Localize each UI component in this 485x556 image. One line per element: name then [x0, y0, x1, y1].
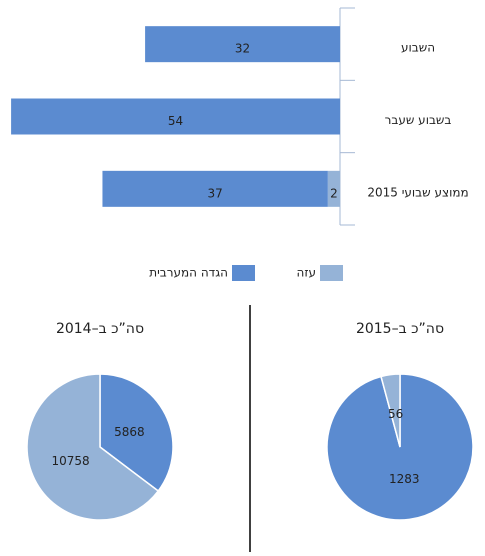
value-label: 37 [207, 186, 222, 200]
pie-title: סה”כ ב–2015 [356, 321, 444, 337]
pie-title: סה”כ ב–2014 [56, 321, 144, 337]
value-label: 32 [235, 42, 250, 56]
value-label: 2 [330, 186, 338, 200]
category-label: בשבוע שעבר [385, 113, 452, 127]
category-label: ממוצע שבועי 2015 [367, 185, 468, 199]
bar [102, 170, 328, 207]
pie-slice [26, 373, 160, 521]
value-label: 5868 [114, 425, 145, 439]
value-label: 10758 [52, 454, 90, 468]
legend-swatch [320, 265, 343, 281]
value-label: 56 [388, 407, 403, 421]
pie-slice [99, 373, 174, 493]
bar [327, 170, 340, 207]
value-label: 1283 [389, 472, 420, 486]
pie-slice [380, 373, 401, 448]
legend-label: הגדה המערבית [149, 266, 228, 280]
bar [145, 26, 340, 63]
category-label: השבוע [401, 41, 435, 55]
value-label: 54 [168, 114, 183, 128]
legend-label: עזה [296, 266, 316, 280]
bar [11, 98, 340, 135]
legend-swatch [232, 265, 255, 281]
